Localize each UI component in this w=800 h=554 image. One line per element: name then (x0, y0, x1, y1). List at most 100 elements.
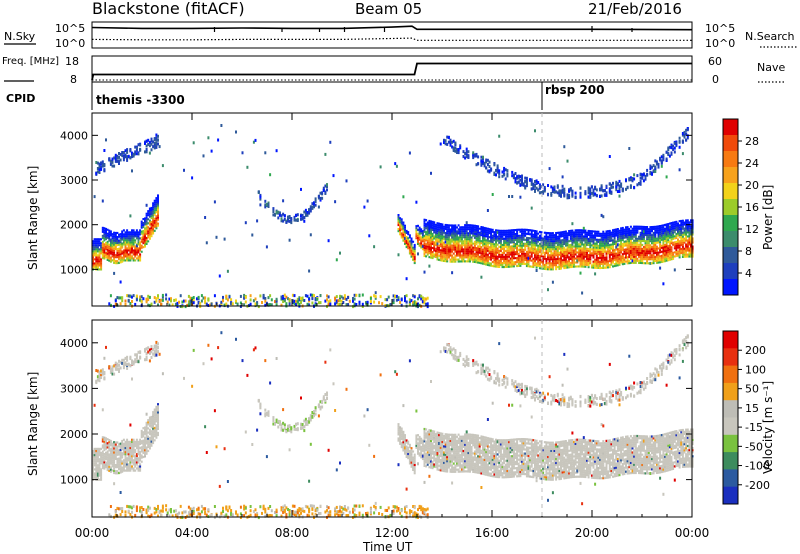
range-gate-cell (129, 156, 132, 160)
range-gate-cell (532, 247, 535, 250)
range-gate-cell (157, 216, 159, 219)
range-gate-cell (574, 265, 577, 268)
range-gate-cell (555, 248, 558, 251)
range-gate-cell (109, 240, 112, 243)
range-gate-cell (543, 243, 546, 246)
range-gate-cell (285, 302, 288, 306)
range-gate-cell (148, 209, 151, 212)
range-gate-cell (152, 222, 155, 225)
range-gate-cell (131, 255, 133, 258)
range-gate-cell (678, 250, 681, 253)
range-gate-cell (397, 297, 400, 301)
range-gate-cell (542, 263, 545, 266)
range-gate-cell (612, 253, 614, 256)
range-gate-cell (98, 379, 101, 383)
range-gate-cell (116, 260, 119, 263)
range-gate-cell (608, 256, 611, 259)
range-gate-cell (605, 258, 608, 261)
range-gate-cell (594, 260, 597, 263)
range-gate-cell (681, 221, 684, 224)
range-gate-cell (444, 232, 447, 235)
range-gate-cell (506, 239, 509, 242)
range-gate-cell (668, 246, 671, 249)
range-gate-cell (410, 249, 413, 252)
range-gate-cell (98, 242, 101, 245)
range-gate-cell (148, 213, 151, 216)
range-gate-cell (92, 454, 94, 457)
cpid-segment-0: themis -3300 (96, 93, 185, 107)
range-gate-cell (469, 240, 471, 243)
range-gate-cell (509, 253, 512, 256)
range-gate-cell (641, 262, 644, 265)
range-gate-cell (673, 251, 676, 254)
range-gate-cell (386, 298, 389, 302)
range-gate-cell (503, 237, 506, 240)
range-gate-cell (564, 230, 567, 233)
range-gate-cell (145, 212, 148, 215)
range-gate-cell (132, 253, 135, 256)
range-gate-cell (111, 255, 114, 258)
range-gate-cell (646, 262, 649, 265)
range-gate-cell (96, 254, 99, 257)
range-gate-cell (106, 452, 109, 455)
range-gate-cell (642, 252, 645, 255)
range-gate-cell (538, 259, 541, 262)
range-gate-cell (516, 240, 519, 243)
range-gate-cell (423, 299, 426, 303)
range-gate-cell (444, 252, 447, 255)
range-gate-cell (646, 240, 649, 243)
range-gate-cell (516, 181, 519, 185)
range-gate-cell (306, 211, 309, 214)
range-gate-cell (657, 247, 660, 250)
range-gate-cell (535, 262, 538, 265)
range-gate-cell (96, 246, 99, 249)
range-gate-cell (673, 227, 676, 230)
range-gate-cell (545, 246, 548, 249)
range-gate-cell (493, 249, 496, 252)
range-gate-cell (462, 258, 465, 261)
range-gate-cell (150, 217, 153, 220)
range-gate-cell (467, 252, 470, 255)
range-gate-cell (589, 242, 592, 245)
range-gate-cell (447, 248, 450, 251)
range-gate-cell (499, 259, 502, 262)
range-gate-cell (200, 299, 203, 303)
range-gate-cell (150, 302, 153, 306)
range-gate-cell (486, 245, 489, 248)
range-gate-cell (283, 217, 286, 221)
range-gate-cell (659, 241, 662, 244)
range-gate-cell (485, 251, 488, 254)
range-gate-cell (478, 255, 481, 258)
range-gate-cell (579, 245, 582, 248)
range-gate-cell (119, 233, 122, 236)
range-gate-cell (441, 255, 444, 258)
range-gate-cell (145, 144, 148, 148)
range-gate-cell (340, 299, 343, 303)
range-gate-cell (486, 249, 489, 252)
range-gate-cell (639, 243, 642, 246)
range-gate-cell (620, 239, 623, 242)
range-gate-cell (550, 240, 553, 243)
range-gate-cell (668, 252, 671, 255)
range-gate-cell (681, 225, 684, 228)
range-gate-cell (675, 250, 678, 253)
range-gate-cell (157, 200, 159, 203)
range-gate-cell (618, 251, 621, 254)
range-gate-cell (95, 266, 98, 269)
colorbar-swatch (723, 167, 738, 184)
range-gate-cell (467, 254, 470, 257)
range-gate-cell (444, 254, 447, 257)
range-gate-cell (534, 238, 536, 241)
range-gate-cell (626, 244, 629, 247)
range-gate-cell (101, 252, 104, 255)
range-gate-cell (631, 251, 634, 254)
range-gate-cell (628, 262, 631, 265)
range-gate-cell (131, 231, 133, 234)
range-gate-cell (581, 259, 584, 262)
range-gate-cell (425, 233, 428, 236)
range-gate-cell (542, 259, 545, 262)
range-gate-cell (642, 230, 645, 234)
range-gate-cell (595, 260, 598, 263)
range-gate-cell (121, 151, 124, 154)
range-gate-cell (665, 225, 668, 228)
